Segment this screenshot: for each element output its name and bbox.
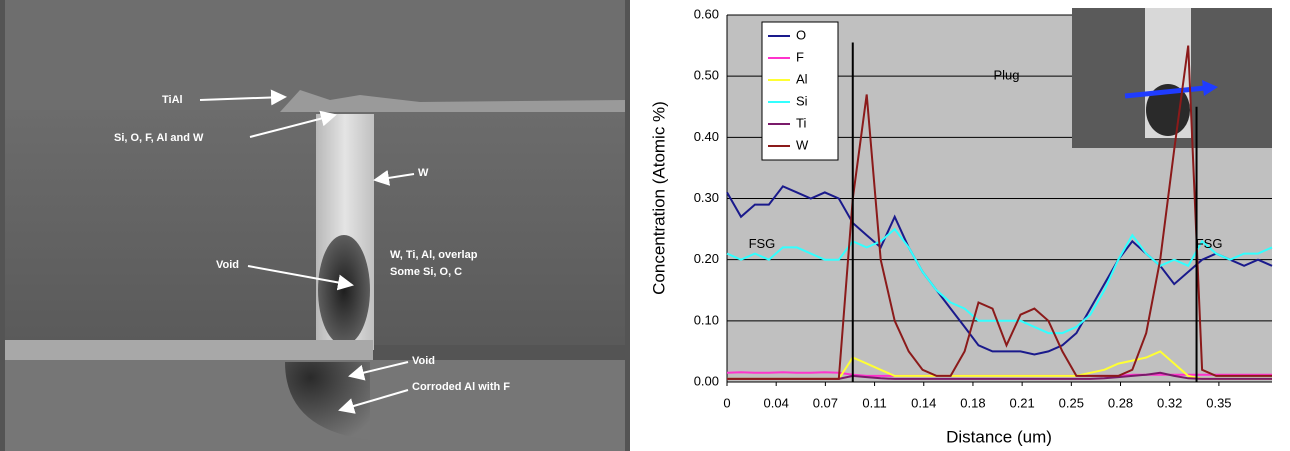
inset-image [1072, 8, 1272, 148]
label: Corroded Al with F [412, 381, 510, 393]
corroded-region [285, 362, 370, 440]
label: Some Si, O, C [390, 266, 462, 278]
x-tick-label: 0.18 [960, 395, 985, 410]
void [318, 235, 370, 345]
x-tick-label: 0.35 [1206, 395, 1231, 410]
legend-box [761, 21, 839, 161]
chart: Concentration (Atomic %) Distance (um) 0… [649, 6, 1273, 446]
x-tick-label: 0.11 [862, 395, 886, 410]
series-line [726, 227, 1273, 335]
annotation: FSG [749, 236, 776, 251]
legend-label: Al [796, 71, 808, 86]
label: Void [216, 259, 239, 271]
label: W [418, 167, 429, 179]
y-tick-label: 0.00 [694, 373, 719, 388]
legend-label: O [796, 27, 806, 42]
x-tick-label: 0.14 [911, 395, 936, 410]
x-tick-label: 0 [723, 395, 730, 410]
annotation: FSG [1196, 236, 1223, 251]
y-tick-label: 0.50 [694, 68, 719, 83]
top-layer [5, 0, 625, 112]
legend-label: F [796, 49, 804, 64]
x-tick-label: 0.07 [813, 395, 838, 410]
al-line [5, 340, 373, 360]
legend-label: W [796, 137, 809, 152]
x-tick-label: 0.25 [1059, 395, 1084, 410]
x-tick-label: 0.04 [764, 395, 789, 410]
x-axis-title: Distance (um) [946, 427, 1052, 446]
x-tick-label: 0.32 [1157, 395, 1182, 410]
sem-image: TiAl Si, O, F, Al and W W W, Ti, Al, ove… [0, 0, 630, 451]
label: TiAl [162, 94, 183, 106]
series-line [727, 45, 1272, 380]
legend-label: Ti [796, 115, 806, 130]
legend-label: Si [796, 93, 808, 108]
x-tick-label: 0.21 [1009, 395, 1034, 410]
y-axis-title: Concentration (Atomic %) [649, 101, 668, 295]
arrows [199, 89, 415, 414]
y-tick-label: 0.20 [694, 251, 719, 266]
annotation: Plug [993, 68, 1019, 83]
y-tick-label: 0.60 [694, 6, 719, 21]
label: Void [412, 355, 435, 367]
y-tick-label: 0.40 [694, 129, 719, 144]
tial-layer [280, 90, 625, 112]
dielectric [5, 110, 625, 345]
x-tick-label: 0.28 [1108, 395, 1133, 410]
series-line [726, 185, 1273, 356]
y-tick-label: 0.30 [694, 190, 719, 205]
label: Si, O, F, Al and W [114, 132, 204, 144]
y-tick-label: 0.10 [694, 312, 719, 327]
label: W, Ti, Al, overlap [390, 249, 478, 261]
